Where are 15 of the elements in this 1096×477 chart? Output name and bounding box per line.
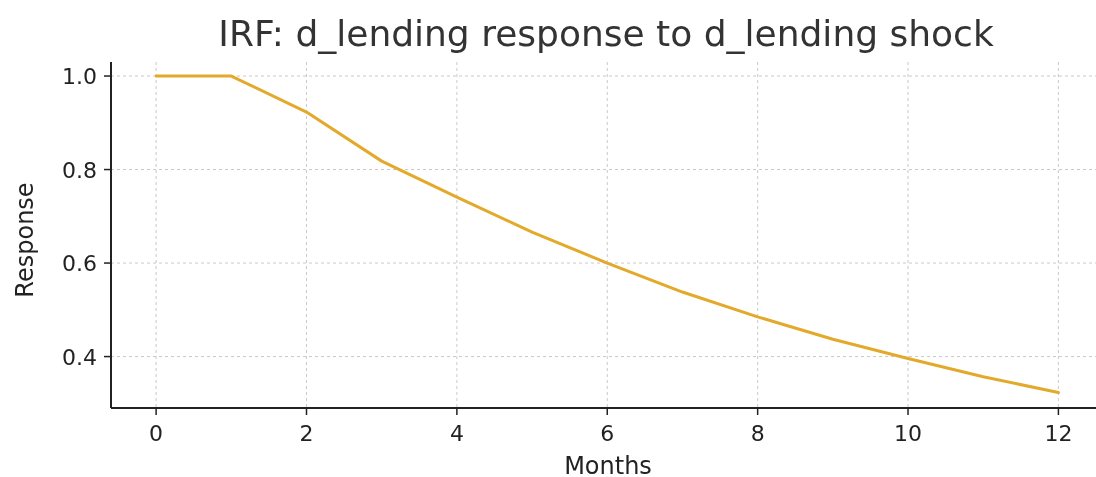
x-tick-label: 2 bbox=[299, 421, 314, 446]
x-axis-title: Months bbox=[564, 452, 652, 477]
y-tick-label: 0.8 bbox=[62, 157, 97, 183]
line-series bbox=[154, 74, 1060, 395]
y-axis-title: Response bbox=[11, 182, 39, 298]
x-tick-label: 12 bbox=[1044, 421, 1073, 446]
y-tick-label: 1.0 bbox=[62, 64, 97, 90]
chart-title: IRF: d_lending response to d_lending shock bbox=[218, 13, 994, 54]
x-tick-label: 6 bbox=[600, 421, 615, 446]
x-tick-label: 8 bbox=[750, 421, 765, 446]
y-tick-label: 0.4 bbox=[62, 344, 97, 370]
x-tick-label: 10 bbox=[894, 421, 923, 446]
x-tick-label: 0 bbox=[149, 421, 164, 446]
y-tick-label: 0.6 bbox=[62, 251, 97, 277]
x-tick-label: 4 bbox=[449, 421, 464, 446]
